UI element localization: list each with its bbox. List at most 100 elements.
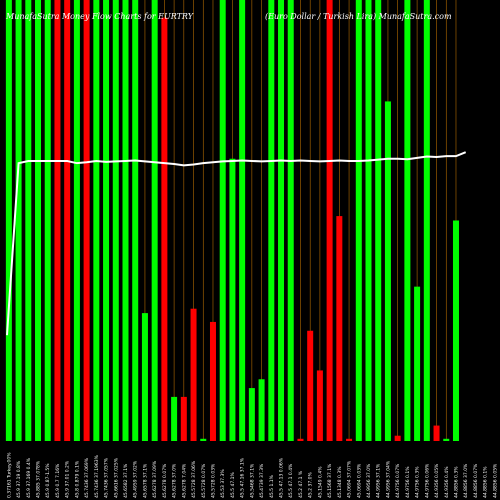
inflow-bar: [44, 0, 51, 441]
chart-subtitle: (Euro Dollar / Turkish Lira) MunafaSutra…: [265, 12, 452, 21]
inflow-bar: [229, 158, 236, 441]
inflow-bar: [103, 0, 110, 441]
inflow-bar: [15, 0, 22, 441]
x-tick-label: 45.9 37.169 0.4%: [26, 457, 32, 498]
outflow-bar: [336, 216, 343, 441]
x-tick-label: 44.8856 37.0%: [463, 463, 469, 498]
x-tick-label: 45.6582 37.1%: [123, 463, 129, 498]
inflow-bar: [365, 0, 372, 441]
x-tick-label: 44.9756 0.07%: [395, 463, 401, 498]
x-tick-label: 44.9356 0.4%: [444, 466, 450, 498]
x-tick-label: 45.7436 37.069%: [84, 457, 90, 498]
outflow-bar: [180, 396, 187, 441]
inflow-bar: [132, 0, 139, 441]
x-tick-label: 45.6278 37.0%: [172, 463, 178, 498]
x-tick-label: 45.7436 37.1963%: [94, 454, 100, 498]
inflow-bar: [122, 0, 129, 441]
inflow-bar: [355, 0, 362, 441]
inflow-bar: [404, 0, 411, 441]
x-tick-label: 45.5468 37.1%: [249, 463, 255, 498]
x-tick-label: 44.8856 0.07%: [473, 463, 479, 498]
x-tick-label: 45.6578 37.1%: [142, 463, 148, 498]
x-tick-label: 45.1549 0.4%: [317, 466, 323, 498]
outflow-bar: [326, 0, 333, 441]
outflow-bar: [316, 370, 323, 441]
outflow-bar: [307, 330, 314, 441]
x-tick-label: 44.9356 0.05%: [434, 463, 440, 498]
inflow-bar: [248, 388, 255, 441]
inflow-bar: [414, 286, 421, 441]
x-tick-label: 45.9 37.01 0.2%: [65, 460, 71, 498]
x-tick-label: 45.4959 37.02%: [133, 460, 139, 498]
inflow-bar: [278, 0, 285, 441]
x-tick-label: 44.9756 0.3%: [415, 466, 421, 498]
x-tick-label: 45.5728 37.06%: [191, 460, 197, 498]
inflow-bar: [200, 438, 207, 441]
chart-title: MunafaSutra Money Flow Charts for EURTRY: [5, 12, 194, 21]
outflow-bar: [346, 438, 353, 441]
inflow-bar: [268, 0, 275, 441]
x-tick-label: 44.8856 0.05%: [492, 463, 498, 498]
outflow-bar: [190, 308, 197, 441]
x-tick-label: 45.1348 0.3%: [337, 466, 343, 498]
x-tick-label: 45.6278 7.04%: [181, 463, 187, 498]
x-tick-label: 45.5 47.1 0.4%: [288, 463, 294, 498]
x-tick-label: 45.6278 0.07%: [162, 463, 168, 498]
inflow-bar: [171, 396, 178, 441]
inflow-bar: [93, 0, 100, 441]
x-tick-label: 44.9756 0.06%: [424, 463, 430, 498]
x-tick-label: 45.4739 37.3%: [259, 463, 265, 498]
inflow-bar: [258, 379, 265, 441]
x-tick-label: 45.1568 37.1%: [327, 463, 333, 498]
outflow-bar: [161, 17, 168, 441]
inflow-bar: [141, 313, 148, 441]
inflow-bar: [112, 0, 119, 441]
outflow-bar: [209, 321, 216, 441]
inflow-bar: [219, 0, 226, 441]
x-tick-label: 45.9 0.7 7.16%: [55, 463, 61, 498]
x-tick-label: 45.0694 37.07%: [347, 460, 353, 498]
line-layer: [6, 151, 467, 336]
x-tick-label: 45.53 37.3%: [220, 469, 226, 498]
inflow-bar: [239, 0, 246, 441]
outflow-bar: [54, 0, 61, 441]
x-tick-label: 45.5 47.16 37.1%: [240, 457, 246, 498]
x-tick-label: 0.37161 Turkey.00%: [6, 452, 12, 498]
x-tick-label: 44.9756 0.1%: [405, 466, 411, 498]
x-tick-label: 45.5728 0.03%: [210, 463, 216, 498]
inflow-bar: [287, 0, 294, 441]
inflow-bar: [5, 0, 12, 441]
x-tick-label: 45.5728 0.07%: [201, 463, 207, 498]
x-tick-label: 45.2 37.0%: [308, 472, 314, 498]
outflow-bar: [394, 435, 401, 441]
inflow-bar: [384, 101, 391, 442]
x-tick-label: 45.2 47.1 %: [298, 470, 304, 498]
x-tick-label: 45.6616 37.025%: [113, 457, 119, 498]
x-tick-label: 45.8 0.879 0.1%: [74, 460, 80, 498]
inflow-bar: [423, 0, 430, 441]
x-tick-label: 45.0694 0.03%: [356, 463, 362, 498]
outflow-bar: [64, 0, 71, 441]
x-tick-label: 44.9956 37.1%: [376, 463, 382, 498]
x-tick-label: 45.7436 37.057%: [104, 457, 110, 498]
bar-layer: [5, 0, 459, 442]
x-tick-label: 45.885 37.078%: [36, 460, 42, 498]
x-tick-label: 44.8856 0.1%: [483, 466, 489, 498]
inflow-bar: [452, 220, 459, 441]
inflow-bar: [25, 0, 32, 441]
outflow-bar: [83, 0, 90, 441]
x-tick-label: 44.9956 37.0%: [366, 463, 372, 498]
outflow-bar: [297, 438, 304, 441]
x-tick-label: 45.9 37.19 0.8%: [16, 460, 22, 498]
x-tick-label: 45.5 47.13 0.06%: [279, 457, 285, 498]
outflow-bar: [433, 425, 440, 441]
x-tick-label: 45.6278 37.09%: [152, 460, 158, 498]
inflow-bar: [35, 0, 42, 441]
x-tick-label: 44.9956 37.04%: [385, 460, 391, 498]
inflow-bar: [443, 438, 450, 441]
x-tick-label: 45.5 47.1%: [230, 472, 236, 498]
inflow-bar: [73, 0, 80, 441]
inflow-bar: [151, 0, 158, 441]
